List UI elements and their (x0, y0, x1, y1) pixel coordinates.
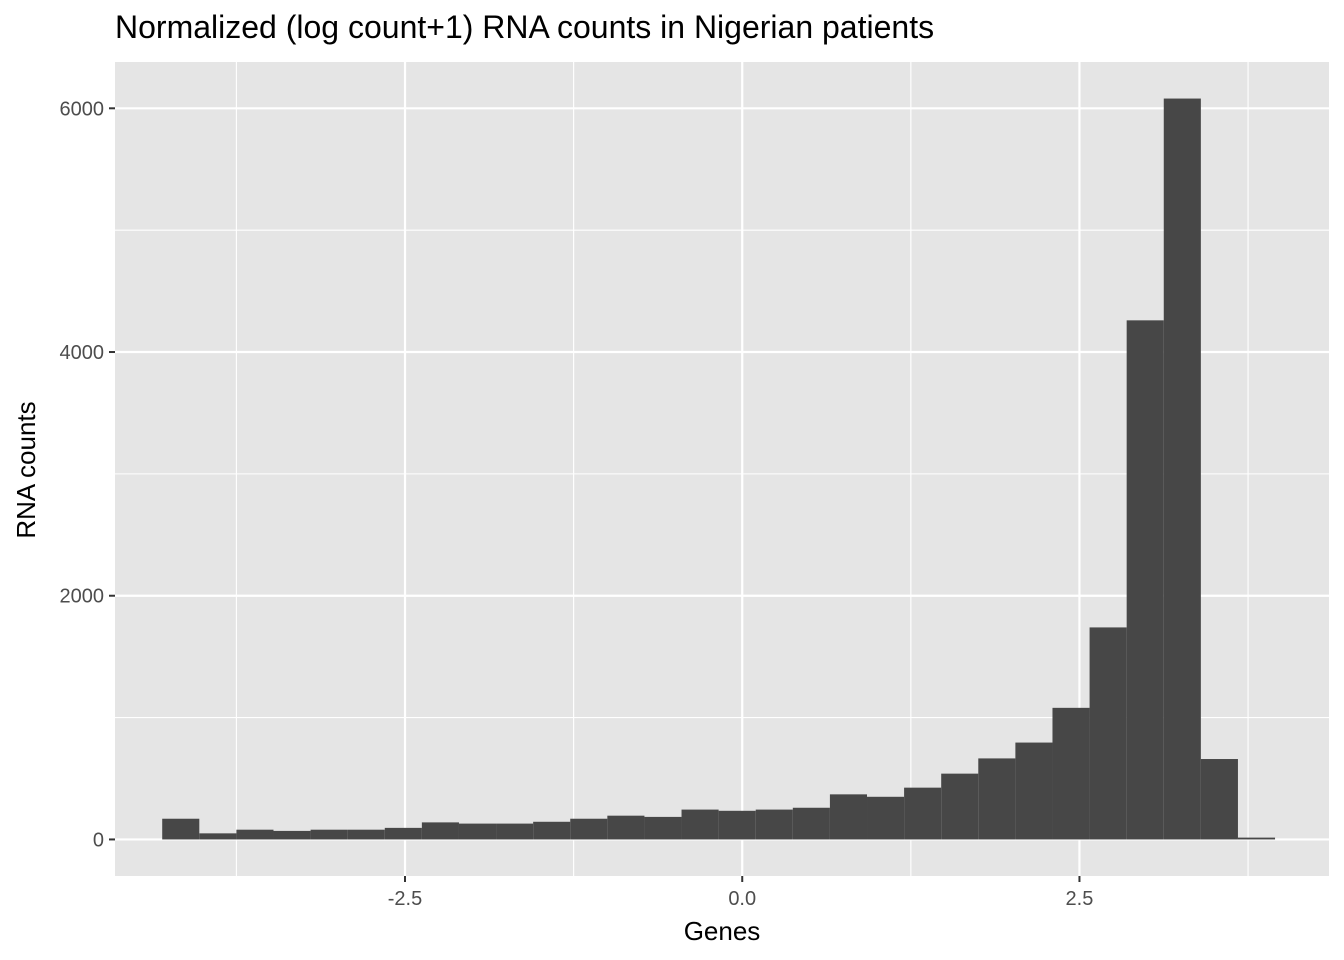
x-tick-label: 0.0 (728, 888, 756, 910)
histogram-bar (421, 822, 459, 840)
y-tick-label: 0 (93, 829, 104, 851)
histogram-bar (941, 773, 979, 840)
histogram-bar (1015, 742, 1053, 840)
histogram-bar (533, 821, 571, 840)
histogram-bar (347, 829, 385, 840)
y-tick-label: 2000 (60, 586, 105, 608)
histogram-bar (162, 818, 200, 840)
histogram-bar (1126, 320, 1164, 840)
x-tick-label: -2.5 (388, 888, 422, 910)
y-axis-title: RNA counts (11, 401, 41, 538)
histogram-bar (681, 809, 719, 840)
histogram-bar (904, 787, 942, 840)
histogram-bar (829, 794, 868, 840)
x-axis: -2.5 0.0 2.5 (388, 876, 1094, 910)
x-axis-title: Genes (684, 916, 761, 946)
histogram-bar (718, 810, 756, 840)
histogram-bar (310, 829, 348, 840)
histogram-bar (607, 815, 645, 840)
histogram-bar (199, 833, 237, 840)
y-axis: 0 2000 4000 6000 (60, 98, 115, 851)
chart-title: Normalized (log count+1) RNA counts in N… (115, 9, 934, 45)
histogram-bar (644, 816, 682, 840)
y-tick-label: 4000 (60, 342, 105, 364)
histogram-bar (1200, 759, 1238, 840)
histogram-bar (978, 758, 1016, 840)
histogram-bar (755, 809, 793, 840)
histogram-bar (867, 796, 905, 840)
histogram-bar (1163, 98, 1201, 840)
histogram-bar (273, 830, 311, 840)
bars (162, 98, 1276, 840)
histogram-bar (1237, 837, 1276, 840)
x-tick-label: 2.5 (1066, 888, 1094, 910)
histogram-bar (570, 818, 608, 840)
histogram-bar (458, 823, 497, 840)
histogram-bar (1089, 627, 1127, 840)
histogram-bar (1052, 707, 1090, 840)
histogram-bar (236, 829, 274, 840)
histogram-bar (384, 827, 422, 840)
y-tick-label: 6000 (60, 98, 105, 120)
histogram-bar (496, 823, 534, 840)
histogram-bar (792, 807, 830, 840)
